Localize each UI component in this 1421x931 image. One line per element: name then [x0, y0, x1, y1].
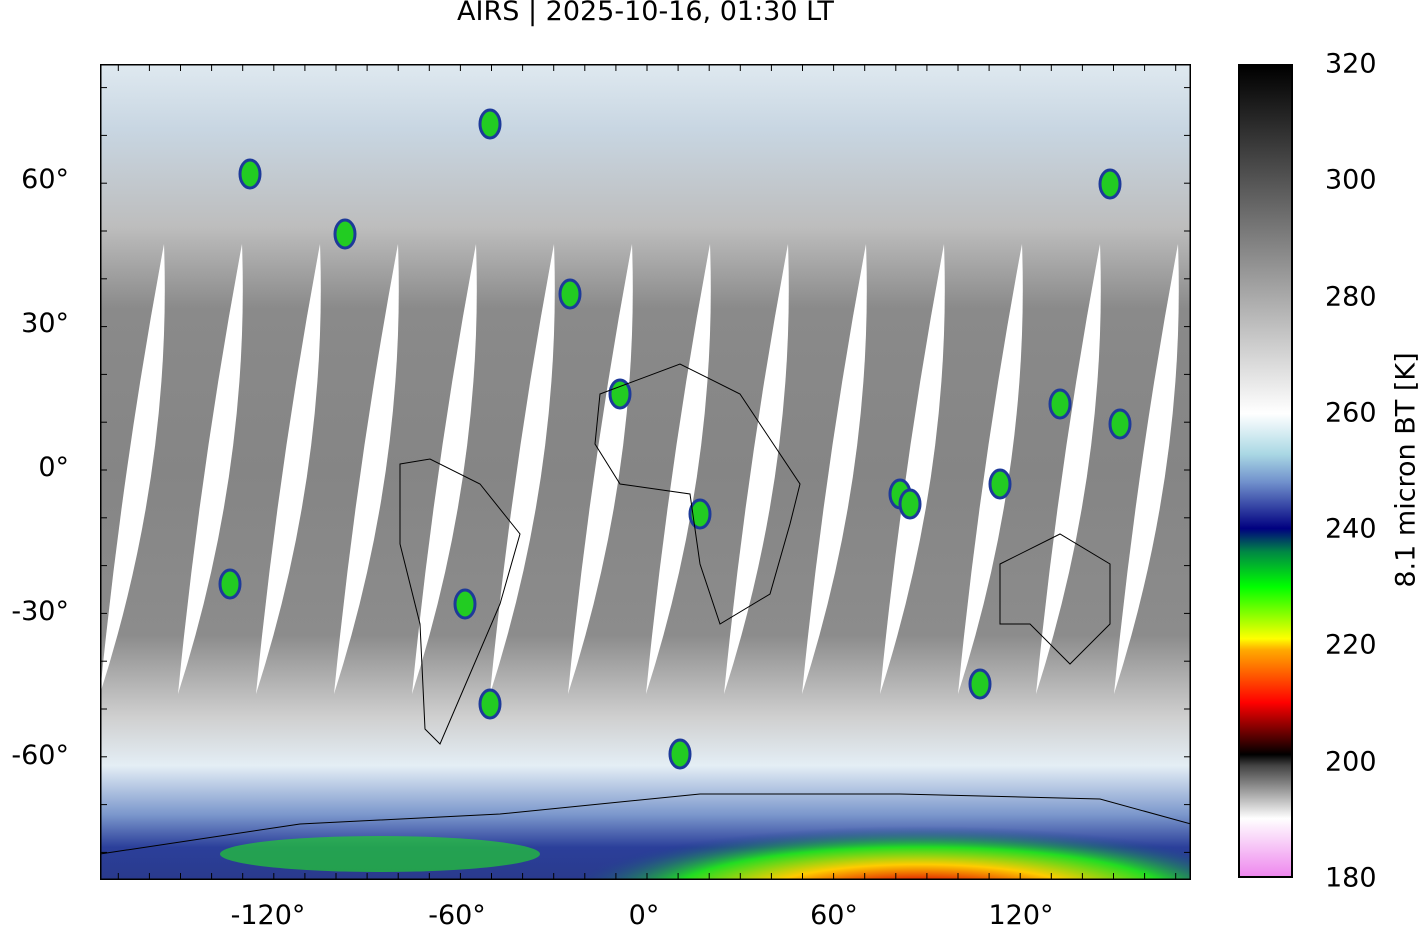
- colorbar-tick-label: 220: [1325, 630, 1377, 661]
- cold-cloud-top: [670, 740, 690, 768]
- lat-tick-label: 0°: [38, 452, 69, 483]
- cold-cloud-top: [1100, 170, 1120, 198]
- cold-cloud-top: [480, 110, 500, 138]
- colorbar-tick-label: 200: [1325, 746, 1377, 777]
- lon-tick-label: 60°: [810, 900, 858, 931]
- colorbar: [1238, 64, 1293, 878]
- cold-cloud-top: [900, 490, 920, 518]
- colorbar-tick-label: 320: [1325, 49, 1377, 80]
- lat-tick-label: 60°: [21, 164, 69, 195]
- cold-cloud-top: [1050, 390, 1070, 418]
- lat-tick-label: -60°: [11, 740, 69, 771]
- cold-cloud-top: [990, 470, 1010, 498]
- lat-tick-label: 30°: [21, 308, 69, 339]
- lon-tick-label: 0°: [629, 900, 660, 931]
- brightness-temperature-map: [100, 64, 1191, 880]
- lon-tick-label: 120°: [988, 900, 1053, 931]
- cold-cloud-top: [240, 160, 260, 188]
- cold-cloud-top: [1110, 410, 1130, 438]
- cold-cloud-top: [480, 690, 500, 718]
- cold-cloud-top: [335, 220, 355, 248]
- colorbar-tick-label: 260: [1325, 397, 1377, 428]
- cold-cloud-top: [560, 280, 580, 308]
- colorbar-tick-label: 180: [1325, 863, 1377, 894]
- lon-tick-label: -120°: [231, 900, 306, 931]
- lat-tick-label: -30°: [11, 596, 69, 627]
- plot-title: AIRS | 2025-10-16, 01:30 LT: [0, 0, 1291, 27]
- map-background: [100, 64, 1191, 880]
- cold-cloud-top: [970, 670, 990, 698]
- cold-cloud-top: [455, 590, 475, 618]
- antarctic-cold-region-west: [220, 836, 540, 872]
- lon-tick-label: -60°: [428, 900, 486, 931]
- cold-cloud-top: [220, 570, 240, 598]
- colorbar-tick-label: 280: [1325, 281, 1377, 312]
- colorbar-tick-label: 240: [1325, 514, 1377, 545]
- colorbar-label: 8.1 micron BT [K]: [1391, 352, 1421, 587]
- colorbar-tick-label: 300: [1325, 165, 1377, 196]
